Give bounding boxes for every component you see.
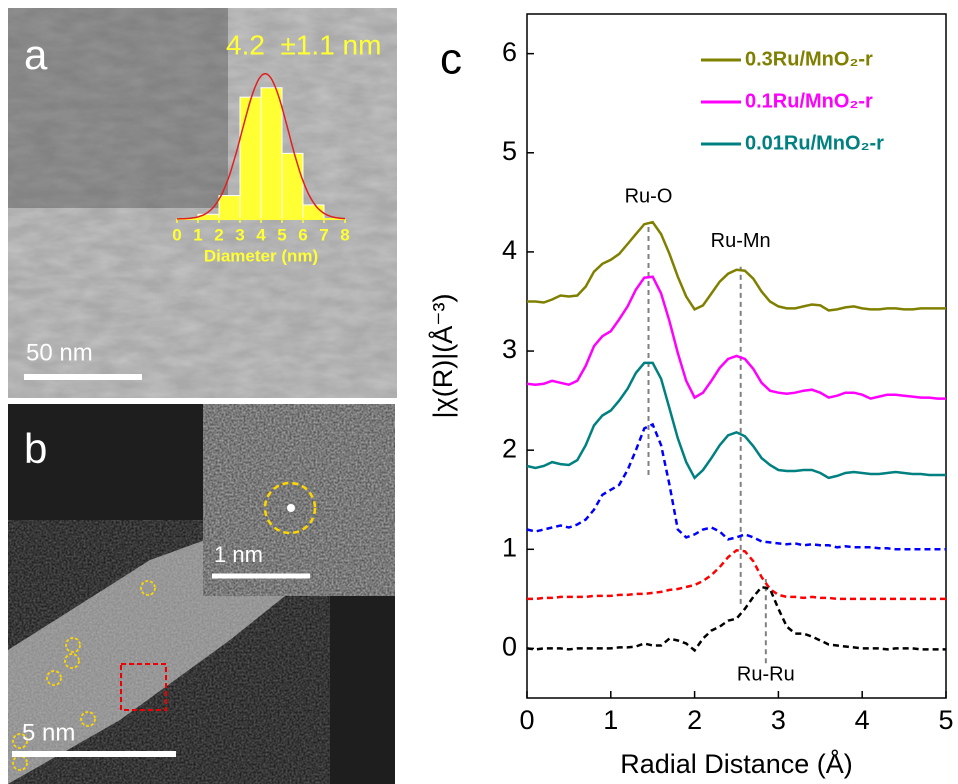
legend-label: 0.01Ru/MnO₂-r xyxy=(745,132,884,154)
x-tick-label: 2 xyxy=(214,225,223,244)
x-axis-label: Diameter (nm) xyxy=(204,246,318,265)
x-tick-label: 7 xyxy=(319,225,328,244)
scale-bar-label: 50 nm xyxy=(26,339,93,366)
y-tick-label: 2 xyxy=(502,433,517,463)
histogram-bar xyxy=(219,196,240,219)
y-tick-label: 1 xyxy=(502,532,517,562)
panel-a: a 50 nm xyxy=(8,8,397,398)
x-tick-label: 1 xyxy=(603,705,618,735)
atom xyxy=(287,504,295,512)
y-tick-label: 3 xyxy=(502,334,517,364)
panel-label: c xyxy=(440,35,462,84)
figure: a 50 nm 1 nm 5 nm b c 012345678Diameter … xyxy=(0,0,958,784)
x-axis-label: Radial Distance (Å) xyxy=(620,748,853,779)
y-tick-label: 5 xyxy=(502,136,517,166)
histogram-bar xyxy=(240,97,261,219)
scale-bar-label: 1 nm xyxy=(214,542,263,567)
x-tick-label: 1 xyxy=(193,225,202,244)
histogram-title: 4.2 ±1.1 nm xyxy=(226,29,381,60)
series-line xyxy=(527,424,946,549)
panel-label: b xyxy=(24,425,47,472)
series-line xyxy=(527,363,946,478)
x-tick-label: 5 xyxy=(938,705,953,735)
legend-label: 0.3Ru/MnO₂-r xyxy=(745,48,873,70)
y-tick-label: 0 xyxy=(502,632,517,662)
y-tick-label: 6 xyxy=(502,37,517,67)
legend-label: 0.1Ru/MnO₂-r xyxy=(745,90,873,112)
panel-b: 1 nm 5 nm b xyxy=(8,404,395,784)
panel-label: a xyxy=(24,31,48,78)
annotation-label: Ru-Mn xyxy=(711,230,771,252)
x-tick-label: 8 xyxy=(340,225,349,244)
y-axis-label: |χ(R)|(Å⁻³) xyxy=(427,294,458,419)
series-line xyxy=(527,550,946,599)
x-tick-label: 0 xyxy=(519,705,534,735)
histogram-bar xyxy=(282,153,303,219)
x-tick-label: 3 xyxy=(235,225,244,244)
x-tick-label: 3 xyxy=(771,705,786,735)
x-tick-label: 5 xyxy=(277,225,286,244)
annotation-label: Ru-Ru xyxy=(737,664,795,686)
x-tick-label: 4 xyxy=(256,225,266,244)
annotation-label: Ru-O xyxy=(625,185,673,207)
texture xyxy=(203,404,395,596)
scale-bar-label: 5 nm xyxy=(22,719,75,746)
x-tick-label: 6 xyxy=(298,225,307,244)
x-tick-label: 0 xyxy=(172,225,181,244)
x-tick-label: 4 xyxy=(855,705,870,735)
y-tick-label: 4 xyxy=(502,235,517,265)
series-line xyxy=(527,277,946,399)
histogram-bar xyxy=(303,205,324,219)
histogram-bar xyxy=(261,88,282,219)
x-tick-label: 2 xyxy=(687,705,702,735)
